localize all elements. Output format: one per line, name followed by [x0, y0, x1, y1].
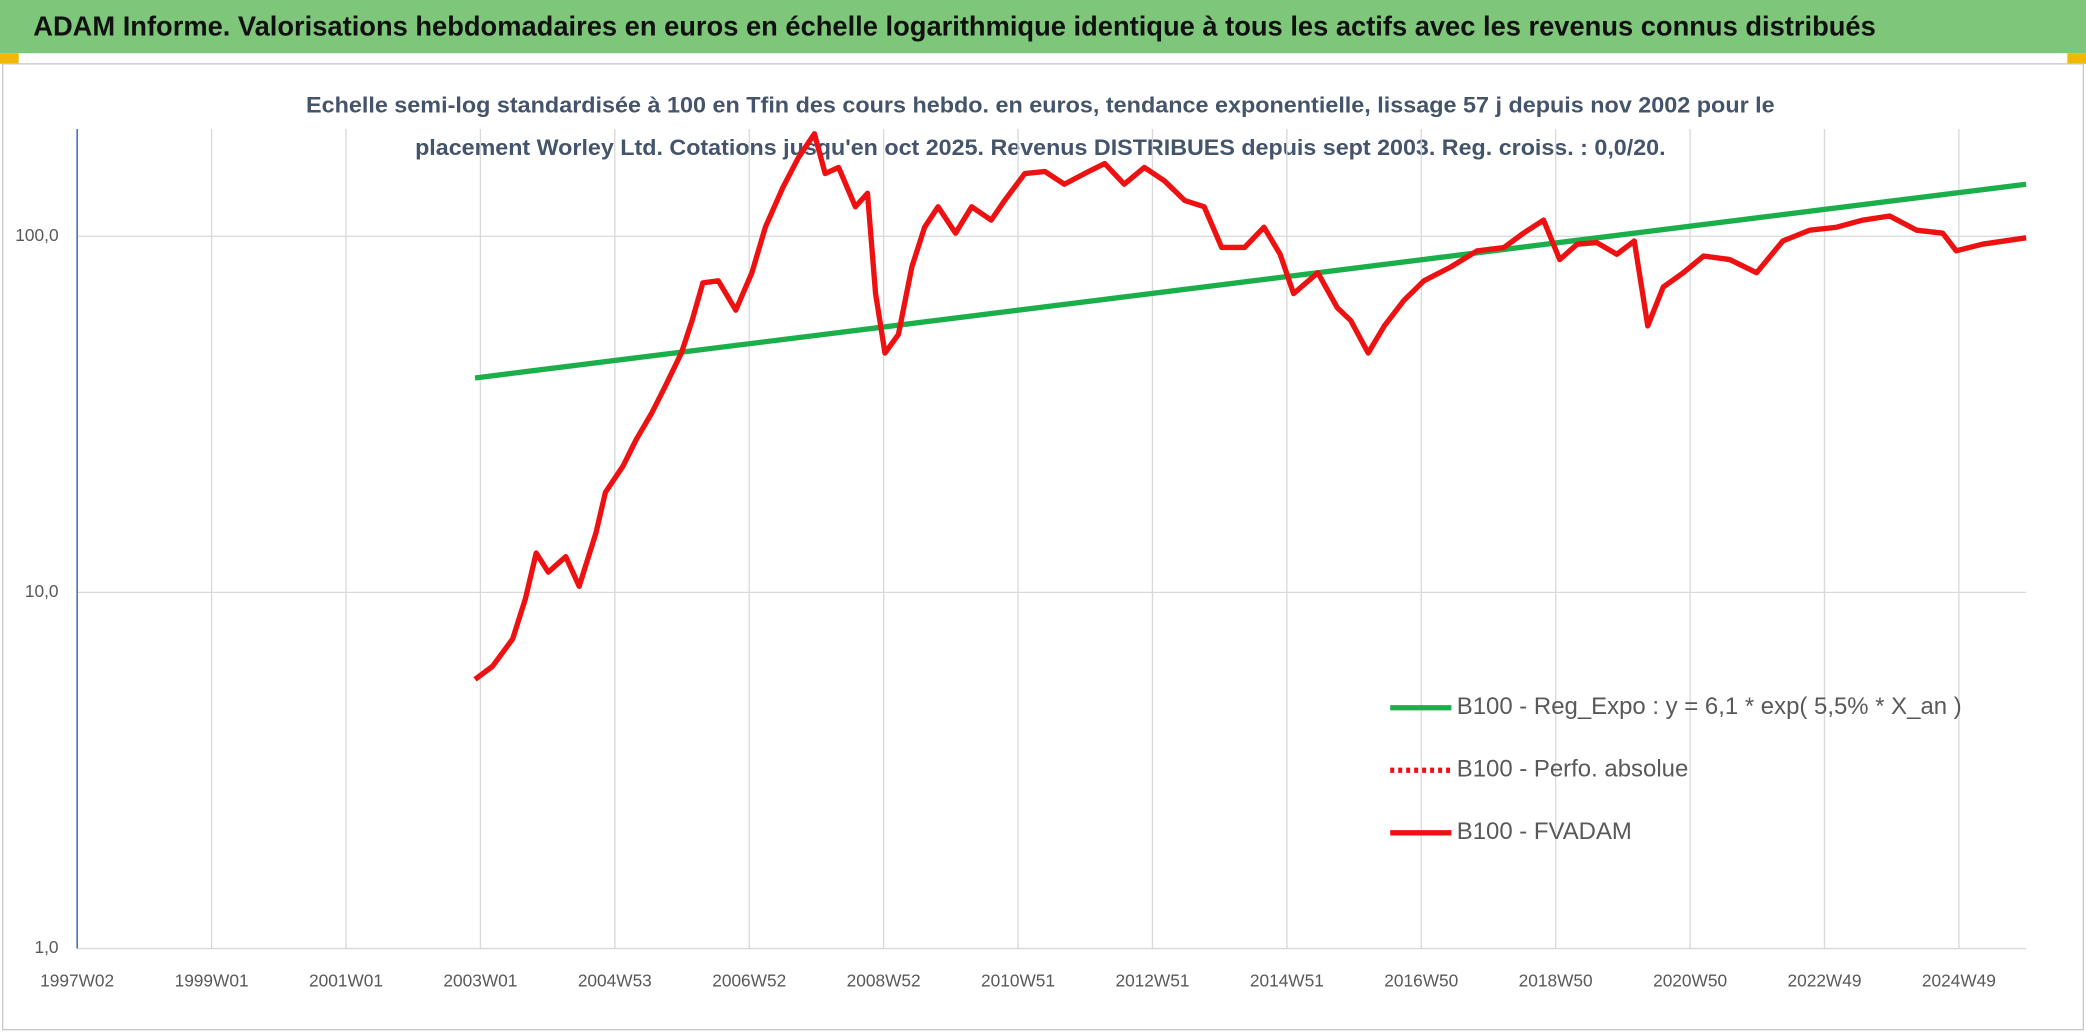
y-tick-label: 100,0 [15, 225, 58, 245]
x-tick-label: 2018W50 [1519, 970, 1593, 990]
x-tick-label: 2006W52 [712, 970, 786, 990]
x-tick-label: 1999W01 [175, 970, 249, 990]
header-bar [0, 0, 2086, 54]
header-title: ADAM Informe. Valorisations hebdomadaire… [33, 10, 1876, 41]
x-tick-label: 2022W49 [1788, 970, 1862, 990]
x-tick-label: 1997W02 [40, 970, 114, 990]
y-tick-label: 10,0 [25, 581, 59, 601]
series-line [473, 131, 2027, 682]
x-tick-label: 2008W52 [847, 970, 921, 990]
legend-label: B100 - Perfo. absolue [1457, 756, 1689, 783]
x-tick-label: 2001W01 [309, 970, 383, 990]
legend-label: B100 - Reg_Expo : y = 6,1 * exp( 5,5% * … [1457, 693, 1962, 720]
corner [2067, 53, 2086, 64]
chart-title: Echelle semi-log standardisée à 100 en T… [306, 92, 1775, 117]
chart-title: placement Worley Ltd. Cotations jusqu'en… [415, 135, 1666, 160]
x-tick-label: 2012W51 [1115, 970, 1189, 990]
legend-label: B100 - FVADAM [1457, 818, 1632, 845]
x-tick-label: 2010W51 [981, 970, 1055, 990]
x-tick-label: 2016W50 [1384, 970, 1458, 990]
x-tick-label: 2020W50 [1653, 970, 1727, 990]
x-tick-label: 2003W01 [443, 970, 517, 990]
series-line [474, 181, 2027, 381]
x-tick-label: 2014W51 [1250, 970, 1324, 990]
x-tick-label: 2024W49 [1922, 970, 1996, 990]
chart-frame [2, 63, 2084, 1031]
y-tick-label: 1,0 [35, 937, 59, 957]
corner [0, 53, 19, 64]
x-tick-label: 2004W53 [578, 970, 652, 990]
